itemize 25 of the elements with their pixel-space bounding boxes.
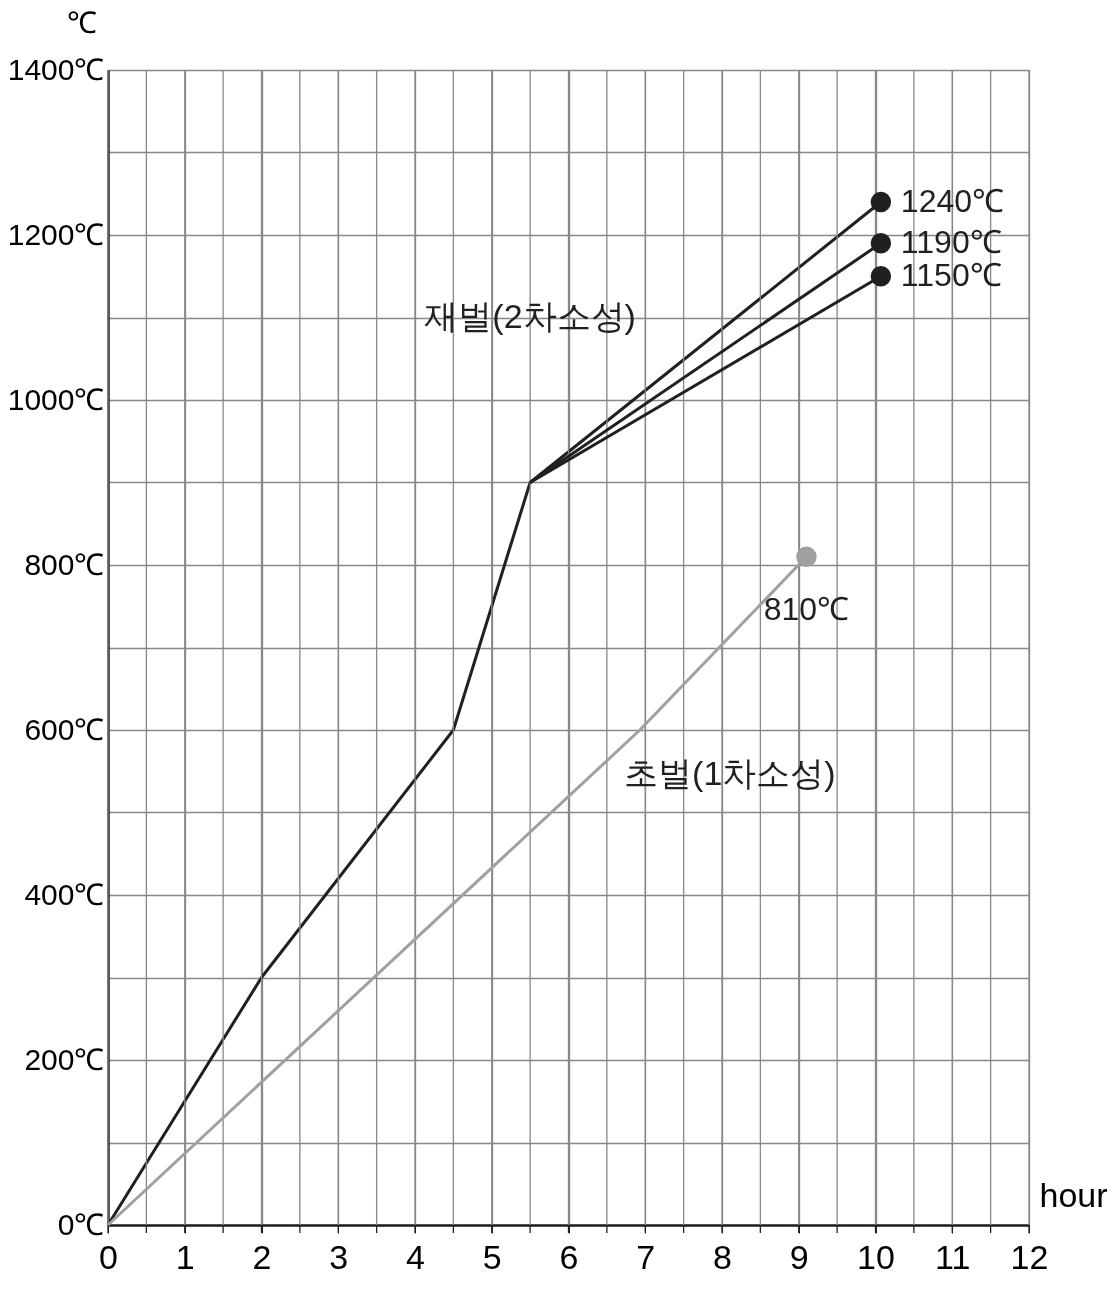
data-label: 810℃ xyxy=(763,590,850,627)
x-tick-label: 6 xyxy=(559,1237,579,1276)
y-tick-label: 600℃ xyxy=(24,712,105,746)
x-tick-label: 12 xyxy=(1010,1237,1049,1276)
series-label: 초벌(1차소성) xyxy=(624,754,836,792)
y-axis-title: ℃ xyxy=(66,5,97,39)
data-label: 1240℃ xyxy=(900,183,1005,219)
series-label: 재벌(2차소성) xyxy=(424,296,636,335)
x-tick-label: 4 xyxy=(406,1237,425,1276)
y-tick-label: 1000℃ xyxy=(7,382,105,416)
y-tick-label: 1400℃ xyxy=(7,52,105,86)
x-axis-title: hour xyxy=(1039,1175,1108,1214)
x-tick-label: 7 xyxy=(636,1237,656,1276)
x-tick-label: 9 xyxy=(789,1237,809,1276)
y-tick-label: 400℃ xyxy=(24,877,105,911)
y-tick-label: 1200℃ xyxy=(7,217,105,251)
x-tick-label: 11 xyxy=(935,1237,971,1276)
y-tick-label: 800℃ xyxy=(24,547,105,581)
x-tick-label: 5 xyxy=(482,1237,502,1276)
x-tick-label: 1 xyxy=(175,1237,195,1276)
x-tick-label: 8 xyxy=(713,1237,732,1276)
y-tick-label: 200℃ xyxy=(24,1042,105,1076)
x-tick-label: 10 xyxy=(857,1237,895,1276)
x-tick-label: 3 xyxy=(329,1237,349,1276)
x-tick-label: 2 xyxy=(252,1237,272,1276)
